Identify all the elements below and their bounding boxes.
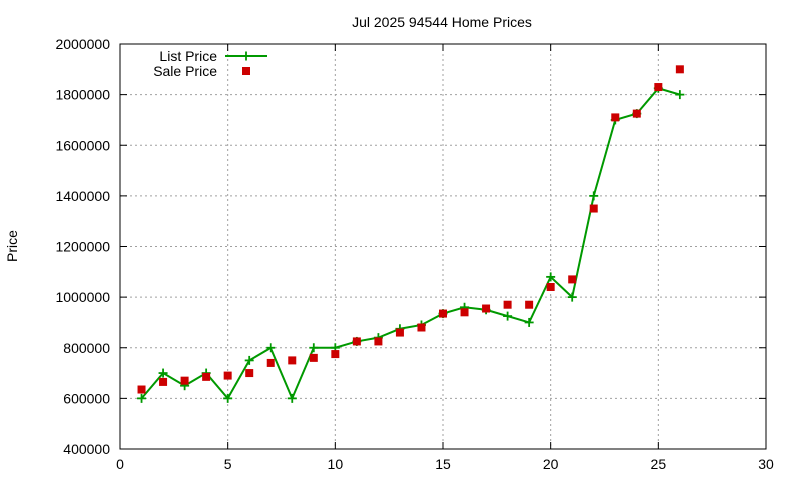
x-tick-label: 15 — [435, 456, 451, 472]
axis-ticks: 0 5 10 15 20 25 30 400000 600000 800000 1000000 120… — [55, 36, 774, 472]
sale-price-point — [675, 65, 684, 74]
series-layer — [137, 65, 685, 403]
sale-price-point — [180, 376, 189, 385]
sale-price-point — [159, 377, 168, 386]
chart-title: Jul 2025 94544 Home Prices — [352, 14, 532, 30]
sale-price-point — [331, 350, 340, 359]
y-tick-label: 600000 — [63, 390, 110, 406]
sale-price-point — [417, 323, 426, 332]
sale-price-point — [546, 283, 555, 291]
sale-price-point — [589, 204, 598, 213]
list-price-legend-label: List Price — [159, 48, 217, 64]
list-price-point — [223, 393, 233, 403]
sale-price-point — [202, 372, 211, 381]
list-price-point — [546, 272, 556, 282]
y-tick-label: 1600000 — [55, 137, 110, 153]
list-price-point — [244, 355, 254, 365]
sale-price-point — [632, 109, 641, 118]
sale-price-point — [525, 300, 534, 309]
y-axis-label: Price — [4, 230, 20, 262]
y-tick-label: 400000 — [63, 441, 110, 457]
x-tick-label: 30 — [758, 456, 774, 472]
list-price-legend-marker — [241, 51, 251, 61]
list-price-point — [137, 393, 147, 403]
sale-price-point — [245, 369, 254, 378]
sale-price-point — [460, 308, 469, 317]
sale-price-point — [374, 337, 383, 346]
y-tick-label: 1400000 — [55, 188, 110, 204]
x-tick-label: 20 — [543, 456, 559, 472]
list-price-line — [140, 87, 681, 401]
sale-price-point — [503, 300, 512, 309]
list-price-point — [524, 317, 534, 327]
sale-price-point — [611, 113, 620, 122]
x-tick-label: 0 — [116, 456, 124, 472]
list-price-point — [567, 292, 577, 302]
list-price-point — [158, 368, 168, 378]
sale-price-point — [223, 371, 232, 380]
list-price-point — [675, 90, 685, 100]
sale-price-point — [266, 358, 275, 367]
y-tick-label: 1000000 — [55, 289, 110, 305]
sale-price-point — [654, 83, 663, 92]
sale-price-legend-marker — [242, 67, 250, 75]
list-price-point — [503, 311, 513, 321]
y-tick-label: 2000000 — [55, 36, 110, 52]
list-price-point — [287, 393, 297, 403]
y-tick-label: 800000 — [63, 340, 110, 356]
list-price-point — [589, 191, 599, 201]
x-tick-label: 5 — [224, 456, 232, 472]
y-tick-label: 1200000 — [55, 239, 110, 255]
sale-price-point — [439, 309, 447, 318]
plot-frame — [119, 43, 767, 450]
sale-price-point — [482, 304, 491, 313]
y-tick-label: 1800000 — [55, 87, 110, 103]
x-tick-label: 10 — [328, 456, 344, 472]
sale-price-legend-label: Sale Price — [153, 63, 217, 79]
sale-price-point — [137, 385, 146, 394]
sale-price-point — [288, 356, 297, 365]
list-price-point — [309, 343, 319, 353]
x-tick-label: 25 — [651, 456, 667, 472]
sale-price-point — [568, 275, 577, 284]
sale-price-point — [395, 328, 404, 337]
sale-price-point — [309, 353, 318, 362]
list-price-point — [266, 343, 276, 353]
grid-lines — [120, 44, 766, 449]
sale-price-point — [352, 337, 361, 346]
